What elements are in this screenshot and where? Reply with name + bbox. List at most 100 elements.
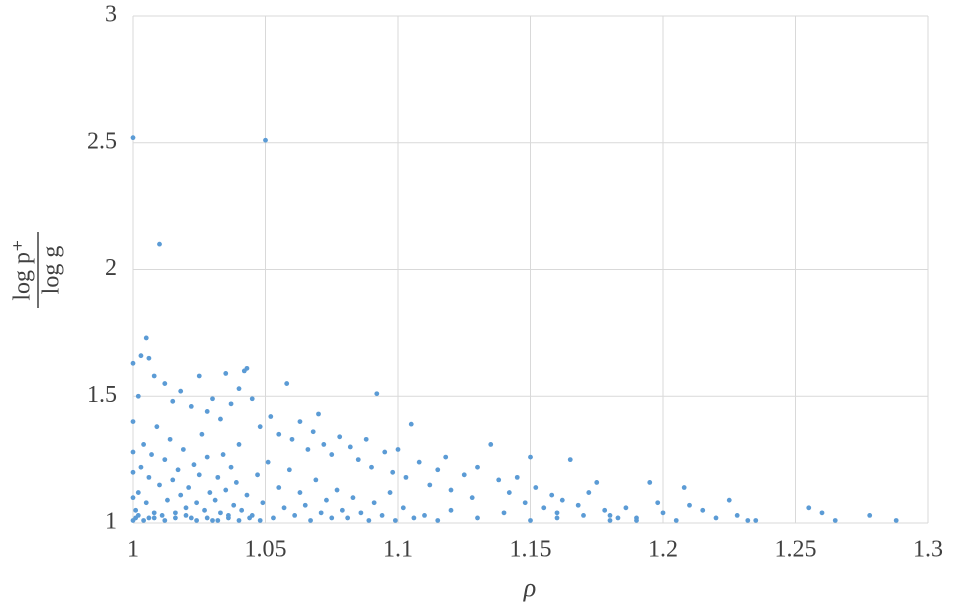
point bbox=[228, 464, 234, 470]
point bbox=[374, 391, 380, 397]
y-tick-label: 1 bbox=[105, 509, 117, 535]
point bbox=[313, 477, 319, 483]
point bbox=[316, 411, 321, 417]
point bbox=[151, 373, 157, 379]
point bbox=[329, 452, 335, 457]
point bbox=[186, 485, 192, 490]
point bbox=[567, 457, 573, 463]
point bbox=[681, 485, 687, 490]
point bbox=[496, 477, 502, 483]
point bbox=[337, 434, 343, 440]
point bbox=[655, 500, 661, 506]
point bbox=[660, 510, 666, 516]
point bbox=[305, 447, 311, 452]
point bbox=[215, 474, 221, 480]
point bbox=[522, 500, 528, 506]
point bbox=[347, 444, 353, 450]
point bbox=[435, 467, 441, 473]
point bbox=[130, 449, 136, 455]
point bbox=[321, 442, 327, 447]
point bbox=[819, 510, 825, 516]
point bbox=[170, 477, 176, 483]
point bbox=[369, 464, 374, 470]
point bbox=[162, 457, 168, 463]
point bbox=[687, 502, 692, 508]
point bbox=[753, 518, 759, 523]
point bbox=[188, 403, 194, 409]
point bbox=[308, 518, 313, 523]
point bbox=[268, 414, 274, 419]
point bbox=[475, 464, 480, 470]
point bbox=[228, 401, 234, 407]
point bbox=[371, 500, 377, 506]
y-tick-label: 1.5 bbox=[87, 382, 117, 408]
point bbox=[297, 419, 303, 424]
point bbox=[408, 421, 414, 427]
point bbox=[581, 512, 586, 518]
point bbox=[284, 381, 290, 386]
point bbox=[157, 241, 162, 247]
point bbox=[143, 500, 149, 506]
point bbox=[318, 510, 324, 516]
point bbox=[713, 515, 719, 521]
point bbox=[292, 512, 298, 518]
point bbox=[806, 505, 812, 511]
point bbox=[358, 510, 364, 516]
point bbox=[263, 137, 268, 143]
point bbox=[257, 518, 263, 523]
point bbox=[448, 487, 454, 493]
point bbox=[218, 416, 223, 422]
point bbox=[175, 467, 181, 473]
point bbox=[392, 518, 398, 523]
point bbox=[130, 495, 136, 501]
y-tick-label: 3 bbox=[105, 2, 117, 28]
y-tick-label: 2 bbox=[105, 255, 117, 281]
point bbox=[350, 495, 356, 501]
point bbox=[607, 512, 613, 518]
point bbox=[832, 518, 838, 523]
point bbox=[244, 365, 250, 371]
point bbox=[297, 490, 303, 495]
point bbox=[157, 482, 162, 488]
point bbox=[289, 436, 295, 442]
point bbox=[231, 502, 237, 508]
point bbox=[236, 518, 242, 523]
x-tick-label: 1.1 bbox=[383, 537, 413, 563]
point bbox=[422, 512, 427, 518]
point bbox=[194, 518, 200, 523]
point bbox=[173, 510, 178, 516]
point bbox=[204, 454, 210, 460]
point bbox=[151, 515, 157, 521]
point bbox=[141, 442, 147, 447]
point bbox=[146, 355, 152, 361]
point bbox=[427, 482, 433, 488]
point bbox=[549, 492, 555, 498]
point bbox=[673, 518, 679, 523]
point bbox=[138, 464, 144, 470]
y-tick-label: 2.5 bbox=[87, 128, 117, 154]
point bbox=[130, 135, 136, 141]
y-label-denominator: log g bbox=[39, 246, 65, 295]
point bbox=[734, 512, 740, 518]
x-tick-label: 1.3 bbox=[913, 537, 943, 563]
point bbox=[178, 492, 184, 498]
point bbox=[726, 497, 732, 503]
point bbox=[528, 454, 533, 460]
point bbox=[286, 467, 292, 473]
point bbox=[559, 497, 565, 503]
point bbox=[329, 515, 335, 521]
point bbox=[469, 495, 475, 501]
point bbox=[146, 474, 152, 480]
point bbox=[196, 472, 202, 478]
point bbox=[647, 480, 653, 485]
point bbox=[390, 469, 396, 475]
point bbox=[506, 490, 512, 495]
point bbox=[188, 515, 194, 521]
point bbox=[302, 502, 308, 508]
point bbox=[183, 512, 189, 518]
point bbox=[135, 490, 141, 495]
point bbox=[159, 512, 165, 518]
point bbox=[130, 360, 136, 366]
point bbox=[281, 505, 287, 511]
